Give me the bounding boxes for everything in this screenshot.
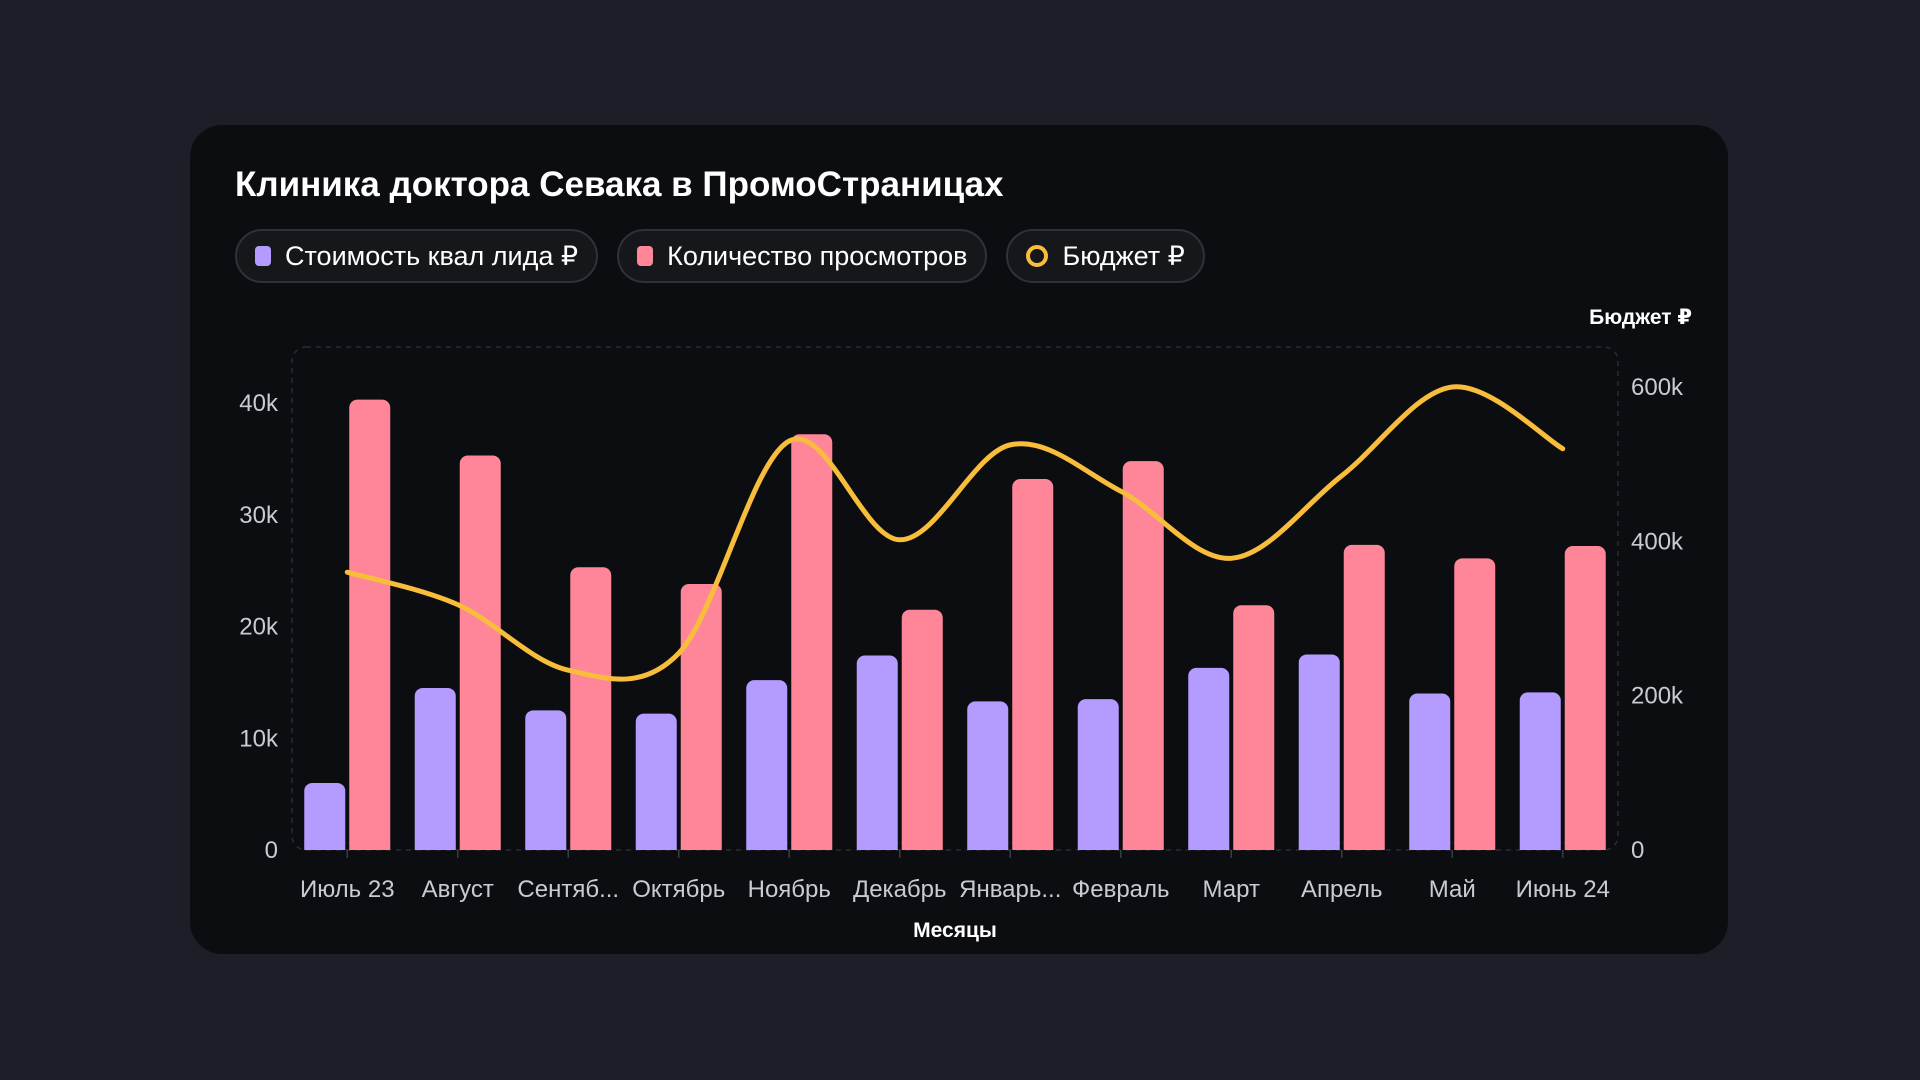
bar-base xyxy=(349,842,391,850)
bar-base xyxy=(791,842,833,850)
y-axis-right: 0 200k 400k 600k xyxy=(1631,374,1684,864)
bar-cost-per-lead[interactable] xyxy=(856,655,898,850)
bar-views[interactable] xyxy=(680,584,722,850)
x-tick-label: Январь... xyxy=(959,876,1061,903)
bar-base xyxy=(414,842,456,850)
y-right-tick-label: 0 xyxy=(1631,837,1644,864)
x-axis: Июль 23 Август Сентяб... Октябрь Ноябрь Декаб… xyxy=(300,876,1610,903)
bar-base xyxy=(901,842,943,850)
bar-base xyxy=(570,842,612,850)
bar-base xyxy=(967,842,1009,850)
bar-cost-per-lead[interactable] xyxy=(746,680,788,850)
bar-views[interactable] xyxy=(1454,558,1496,850)
bar-views[interactable] xyxy=(1012,478,1054,850)
y-left-tick-label: 30k xyxy=(239,502,279,529)
y-axis-left: 0 10k 20k 30k 40k xyxy=(239,390,279,864)
legend-item-budget[interactable]: Бюджет ₽ xyxy=(1006,229,1205,283)
bar-base xyxy=(1012,842,1054,850)
bar-base xyxy=(1298,842,1340,850)
x-tick-label: Февраль xyxy=(1072,876,1170,903)
bar-base xyxy=(746,842,788,850)
legend-label-views: Количество просмотров xyxy=(667,240,968,271)
bar-views[interactable] xyxy=(1122,461,1164,850)
x-tick-label: Март xyxy=(1203,876,1260,903)
x-tick-label: Июнь 24 xyxy=(1516,876,1610,903)
bar-base xyxy=(1409,842,1451,850)
legend-label-cost-per-lead: Стоимость квал лида ₽ xyxy=(285,240,579,271)
x-tick-label: Ноябрь xyxy=(748,876,831,903)
legend-swatch-cost-per-lead xyxy=(255,246,271,266)
bar-cost-per-lead[interactable] xyxy=(1409,693,1451,850)
bar-base xyxy=(1077,842,1119,850)
bar-cost-per-lead[interactable] xyxy=(304,782,346,850)
bar-views[interactable] xyxy=(459,455,501,850)
bar-base xyxy=(525,842,567,850)
bar-views[interactable] xyxy=(1564,546,1606,850)
x-tick-label: Декабрь xyxy=(853,876,947,903)
bar-cost-per-lead[interactable] xyxy=(635,713,677,850)
bar-views[interactable] xyxy=(349,399,391,850)
bar-base xyxy=(1188,842,1230,850)
legend-swatch-budget xyxy=(1026,245,1049,267)
legend-item-views[interactable]: Количество просмотров xyxy=(617,229,988,283)
y-right-tick-label: 600k xyxy=(1631,374,1684,401)
bar-base xyxy=(1564,842,1606,850)
bar-base xyxy=(1122,842,1164,850)
bar-base xyxy=(680,842,722,850)
y-left-tick-label: 0 xyxy=(265,837,278,864)
legend-label-budget: Бюджет ₽ xyxy=(1062,240,1185,271)
x-tick-label: Апрель xyxy=(1301,876,1382,903)
bar-views[interactable] xyxy=(791,434,833,850)
bar-cost-per-lead[interactable] xyxy=(1188,667,1230,850)
y-right-tick-label: 200k xyxy=(1631,683,1684,710)
bar-cost-per-lead[interactable] xyxy=(525,710,567,850)
legend: Стоимость квал лида ₽ Количество просмот… xyxy=(235,229,1205,283)
bar-cost-per-lead[interactable] xyxy=(1519,692,1561,850)
chart-plot: 0 10k 20k 30k 40k 0 200k 400k 600k Июль 23 Авгус… xyxy=(239,306,1692,942)
bar-base xyxy=(856,842,898,850)
bar-base xyxy=(1343,842,1385,850)
bar-base xyxy=(459,842,501,850)
bar-cost-per-lead[interactable] xyxy=(1077,699,1119,850)
y-left-tick-label: 10k xyxy=(239,725,279,752)
y2-axis-title: Бюджет ₽ xyxy=(1589,306,1692,329)
bar-cost-per-lead[interactable] xyxy=(414,687,456,850)
x-axis-title: Месяцы xyxy=(913,919,997,942)
x-tick-label: Октябрь xyxy=(632,876,725,903)
bar-base xyxy=(635,842,677,850)
x-tick-label: Сентяб... xyxy=(517,876,619,903)
x-tick-label: Май xyxy=(1429,876,1476,903)
bar-views[interactable] xyxy=(901,609,943,850)
bar-views[interactable] xyxy=(1233,605,1275,850)
series-views xyxy=(349,399,1606,850)
bar-base xyxy=(1454,842,1496,850)
y-left-tick-label: 20k xyxy=(239,614,279,641)
bar-cost-per-lead[interactable] xyxy=(1298,654,1340,850)
bar-base xyxy=(1233,842,1275,850)
y-left-tick-label: 40k xyxy=(239,390,279,417)
bar-views[interactable] xyxy=(570,567,612,850)
bar-base xyxy=(304,842,346,850)
plot-area-frame xyxy=(291,346,1619,851)
legend-item-cost-per-lead[interactable]: Стоимость квал лида ₽ xyxy=(235,229,599,283)
bar-base xyxy=(1519,842,1561,850)
y-right-tick-label: 400k xyxy=(1631,528,1684,555)
bar-views[interactable] xyxy=(1343,544,1385,850)
series-cost-per-lead xyxy=(304,654,1561,850)
series-budget-line xyxy=(344,384,1566,682)
chart-title: Клиника доктора Севака в ПромоСтраницах xyxy=(235,165,1004,204)
x-tick-label: Август xyxy=(422,876,494,903)
bar-cost-per-lead[interactable] xyxy=(967,701,1009,850)
chart-card: Клиника доктора Севака в ПромоСтраницах … xyxy=(190,125,1728,954)
x-tick-marks xyxy=(346,850,1564,858)
x-tick-label: Июль 23 xyxy=(300,876,395,903)
legend-swatch-views xyxy=(637,246,654,266)
